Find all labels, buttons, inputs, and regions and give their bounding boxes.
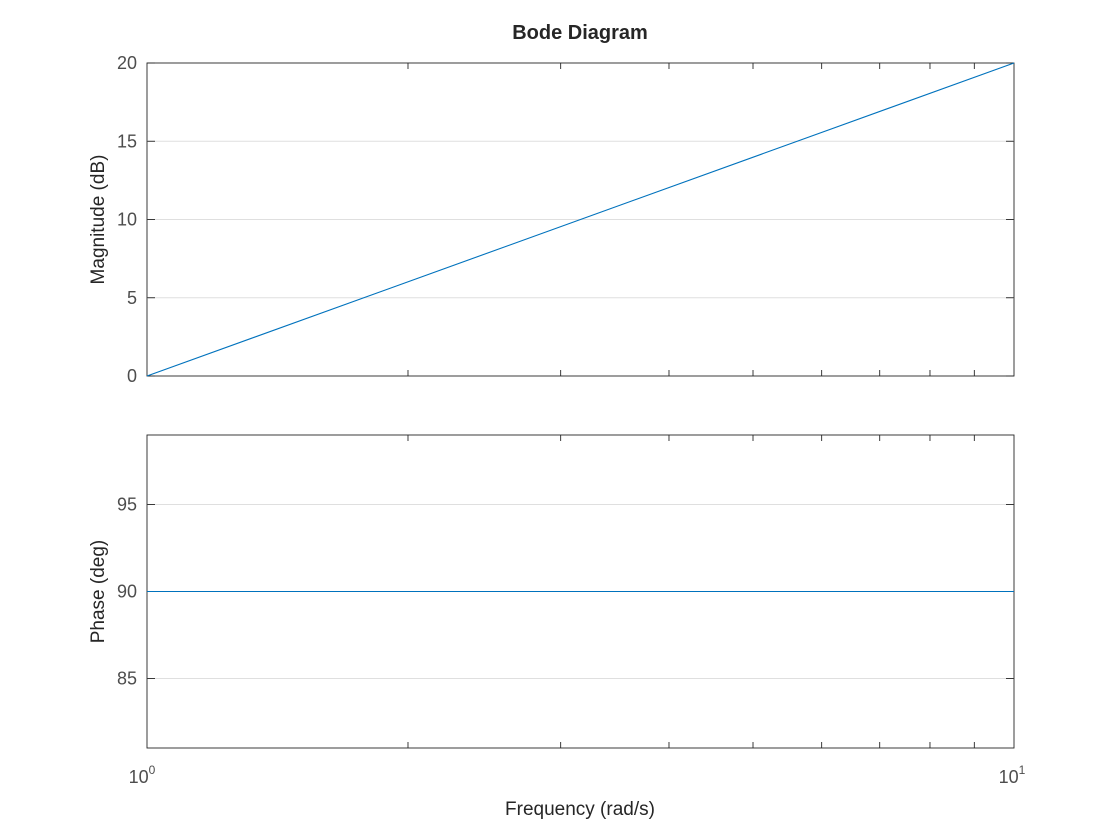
magnitude-panel: 0 5 10 15 20 Magnitude (dB) xyxy=(88,53,1015,386)
phase-ytick-label: 85 xyxy=(117,668,137,688)
phase-ytick-label: 95 xyxy=(117,495,137,515)
magnitude-ticks: 0 5 10 15 20 xyxy=(117,53,1014,386)
phase-x-ticks xyxy=(407,435,975,748)
magnitude-ytick-label: 15 xyxy=(117,131,137,151)
magnitude-ylabel: Magnitude (dB) xyxy=(88,155,109,285)
x-axis-label: Frequency (rad/s) xyxy=(505,799,655,820)
x-tick-label-min-base: 10 xyxy=(129,767,149,787)
phase-ylabel: Phase (deg) xyxy=(88,540,109,644)
magnitude-ytick-label: 10 xyxy=(117,210,137,230)
x-tick-label-min: 100 xyxy=(129,763,156,787)
magnitude-x-ticks xyxy=(407,63,975,376)
magnitude-ytick-label: 0 xyxy=(127,366,137,386)
x-tick-label-min-exp: 0 xyxy=(149,763,156,777)
x-tick-label-max-exp: 1 xyxy=(1019,763,1026,777)
chart-title: Bode Diagram xyxy=(512,22,648,44)
magnitude-series xyxy=(146,62,1015,377)
phase-panel: 85 90 95 Phase (deg) xyxy=(88,434,1015,749)
phase-ticks: 85 90 95 xyxy=(117,495,1014,688)
phase-ytick-label: 90 xyxy=(117,582,137,602)
magnitude-ytick-label: 20 xyxy=(117,53,137,73)
x-tick-label-max: 101 xyxy=(999,763,1026,787)
magnitude-series-line xyxy=(146,62,1015,377)
x-tick-label-max-base: 10 xyxy=(999,767,1019,787)
magnitude-ytick-label: 5 xyxy=(127,288,137,308)
